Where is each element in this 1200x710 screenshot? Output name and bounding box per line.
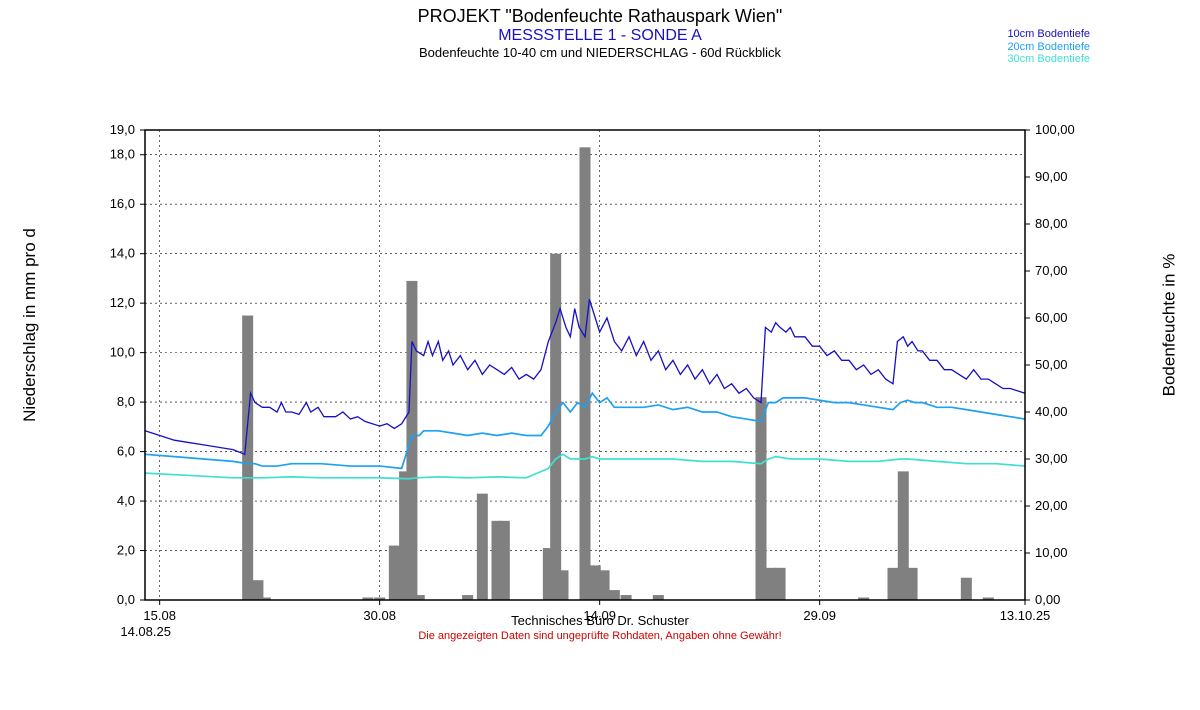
footer-disclaimer: Die angezeigten Daten sind ungeprüfte Ro… xyxy=(0,630,1200,642)
svg-text:100,00: 100,00 xyxy=(1035,122,1075,137)
legend: 10cm Bodentiefe 20cm Bodentiefe 30cm Bod… xyxy=(1007,28,1090,66)
svg-text:40,00: 40,00 xyxy=(1035,404,1068,419)
svg-text:70,00: 70,00 xyxy=(1035,263,1068,278)
legend-item-30cm: 30cm Bodentiefe xyxy=(1007,53,1090,66)
svg-text:16,0: 16,0 xyxy=(110,196,135,211)
svg-text:2,0: 2,0 xyxy=(117,543,135,558)
svg-text:10,0: 10,0 xyxy=(110,345,135,360)
svg-text:80,00: 80,00 xyxy=(1035,216,1068,231)
svg-text:18,0: 18,0 xyxy=(110,147,135,162)
svg-text:8,0: 8,0 xyxy=(117,394,135,409)
legend-item-10cm: 10cm Bodentiefe xyxy=(1007,28,1090,41)
svg-text:6,0: 6,0 xyxy=(117,444,135,459)
y-axis-right-label: Bodenfeuchte in % xyxy=(1160,254,1180,397)
svg-text:10,00: 10,00 xyxy=(1035,545,1068,560)
svg-text:30,00: 30,00 xyxy=(1035,451,1068,466)
legend-item-20cm: 20cm Bodentiefe xyxy=(1007,41,1090,54)
footer-author: Technisches Büro Dr. Schuster xyxy=(0,613,1200,628)
svg-text:0,0: 0,0 xyxy=(117,592,135,607)
svg-text:19,0: 19,0 xyxy=(110,122,135,137)
svg-text:12,0: 12,0 xyxy=(110,295,135,310)
y-axis-left-label: Niederschlag in mm pro d xyxy=(20,228,40,422)
svg-text:4,0: 4,0 xyxy=(117,493,135,508)
svg-text:50,00: 50,00 xyxy=(1035,357,1068,372)
svg-text:90,00: 90,00 xyxy=(1035,169,1068,184)
svg-text:0,00: 0,00 xyxy=(1035,592,1060,607)
svg-text:14,0: 14,0 xyxy=(110,246,135,261)
chart-title: PROJEKT "Bodenfeuchte Rathauspark Wien" xyxy=(0,0,1200,27)
svg-text:20,00: 20,00 xyxy=(1035,498,1068,513)
svg-text:60,00: 60,00 xyxy=(1035,310,1068,325)
